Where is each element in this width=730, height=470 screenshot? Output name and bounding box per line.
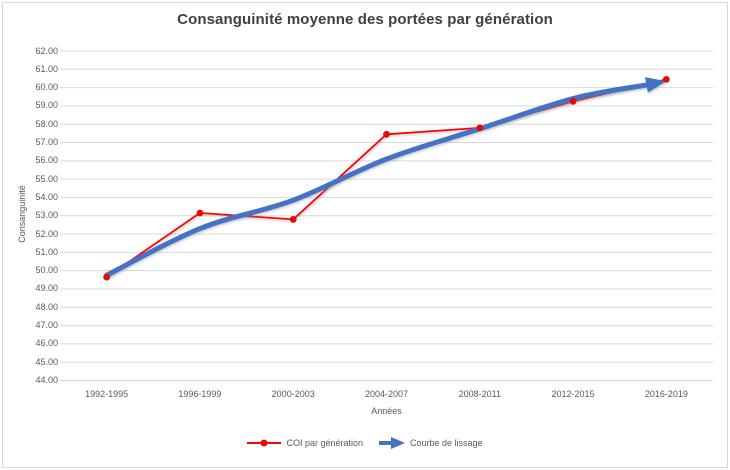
data-point-marker (383, 130, 390, 138)
legend-label-coi: COI par génération (286, 438, 363, 448)
red-line-marker-icon (247, 439, 282, 447)
legend-item-lissage: Courbe de lissage (379, 436, 483, 450)
blue-arrow-icon (379, 437, 405, 449)
data-point-marker (196, 209, 204, 217)
y-tick-label: 49.00 (35, 283, 58, 294)
x-tick-label: 1996-1999 (178, 389, 222, 399)
y-tick-label: 61.00 (35, 63, 58, 74)
y-tick-label: 62.00 (35, 45, 58, 56)
y-tick-label: 45.00 (35, 356, 58, 367)
x-tick-label: 1992-1995 (85, 389, 129, 399)
y-tick-label: 50.00 (35, 265, 58, 276)
smoothing-curve (104, 77, 667, 278)
series-layer (103, 75, 670, 281)
data-point-marker (289, 216, 297, 223)
legend-label-lissage: Courbe de lissage (410, 438, 483, 448)
gridlines (60, 50, 713, 381)
y-tick-label: 54.00 (35, 191, 58, 202)
y-tick-label: 53.00 (35, 210, 58, 221)
y-tick-label: 57.00 (35, 137, 58, 148)
y-tick-label: 58.00 (35, 118, 58, 129)
chart-title: Consanguinité moyenne des portées par gé… (177, 11, 553, 28)
legend-item-coi: COI par génération (247, 437, 363, 449)
y-tick-label: 56.00 (35, 155, 58, 166)
x-tick-label: 2004-2007 (364, 389, 409, 399)
x-axis-title: Années (371, 406, 402, 416)
y-tick-label: 46.00 (35, 338, 58, 349)
x-tick-label: 2016-2019 (644, 389, 688, 399)
x-tick-label: 2000-2003 (271, 389, 315, 399)
y-tick-label: 51.00 (35, 246, 58, 257)
coi-line (106, 78, 667, 278)
y-tick-label: 44.00 (35, 375, 58, 385)
data-point-marker (476, 124, 484, 132)
x-tick-label: 2008-2011 (458, 389, 501, 399)
data-point-marker (662, 75, 670, 83)
y-tick-label: 60.00 (35, 82, 58, 93)
data-point-marker (103, 273, 111, 281)
data-point-marker (569, 97, 577, 105)
y-tick-label: 48.00 (35, 301, 58, 312)
y-tick-label: 59.00 (35, 100, 58, 111)
y-tick-label: 55.00 (35, 173, 58, 184)
legend: COI par génération Courbe de lissage (0, 434, 730, 452)
y-tick-label: 47.00 (35, 320, 58, 331)
x-tick-label: 2012-2015 (551, 389, 595, 399)
y-tick-label: 52.00 (35, 228, 58, 239)
